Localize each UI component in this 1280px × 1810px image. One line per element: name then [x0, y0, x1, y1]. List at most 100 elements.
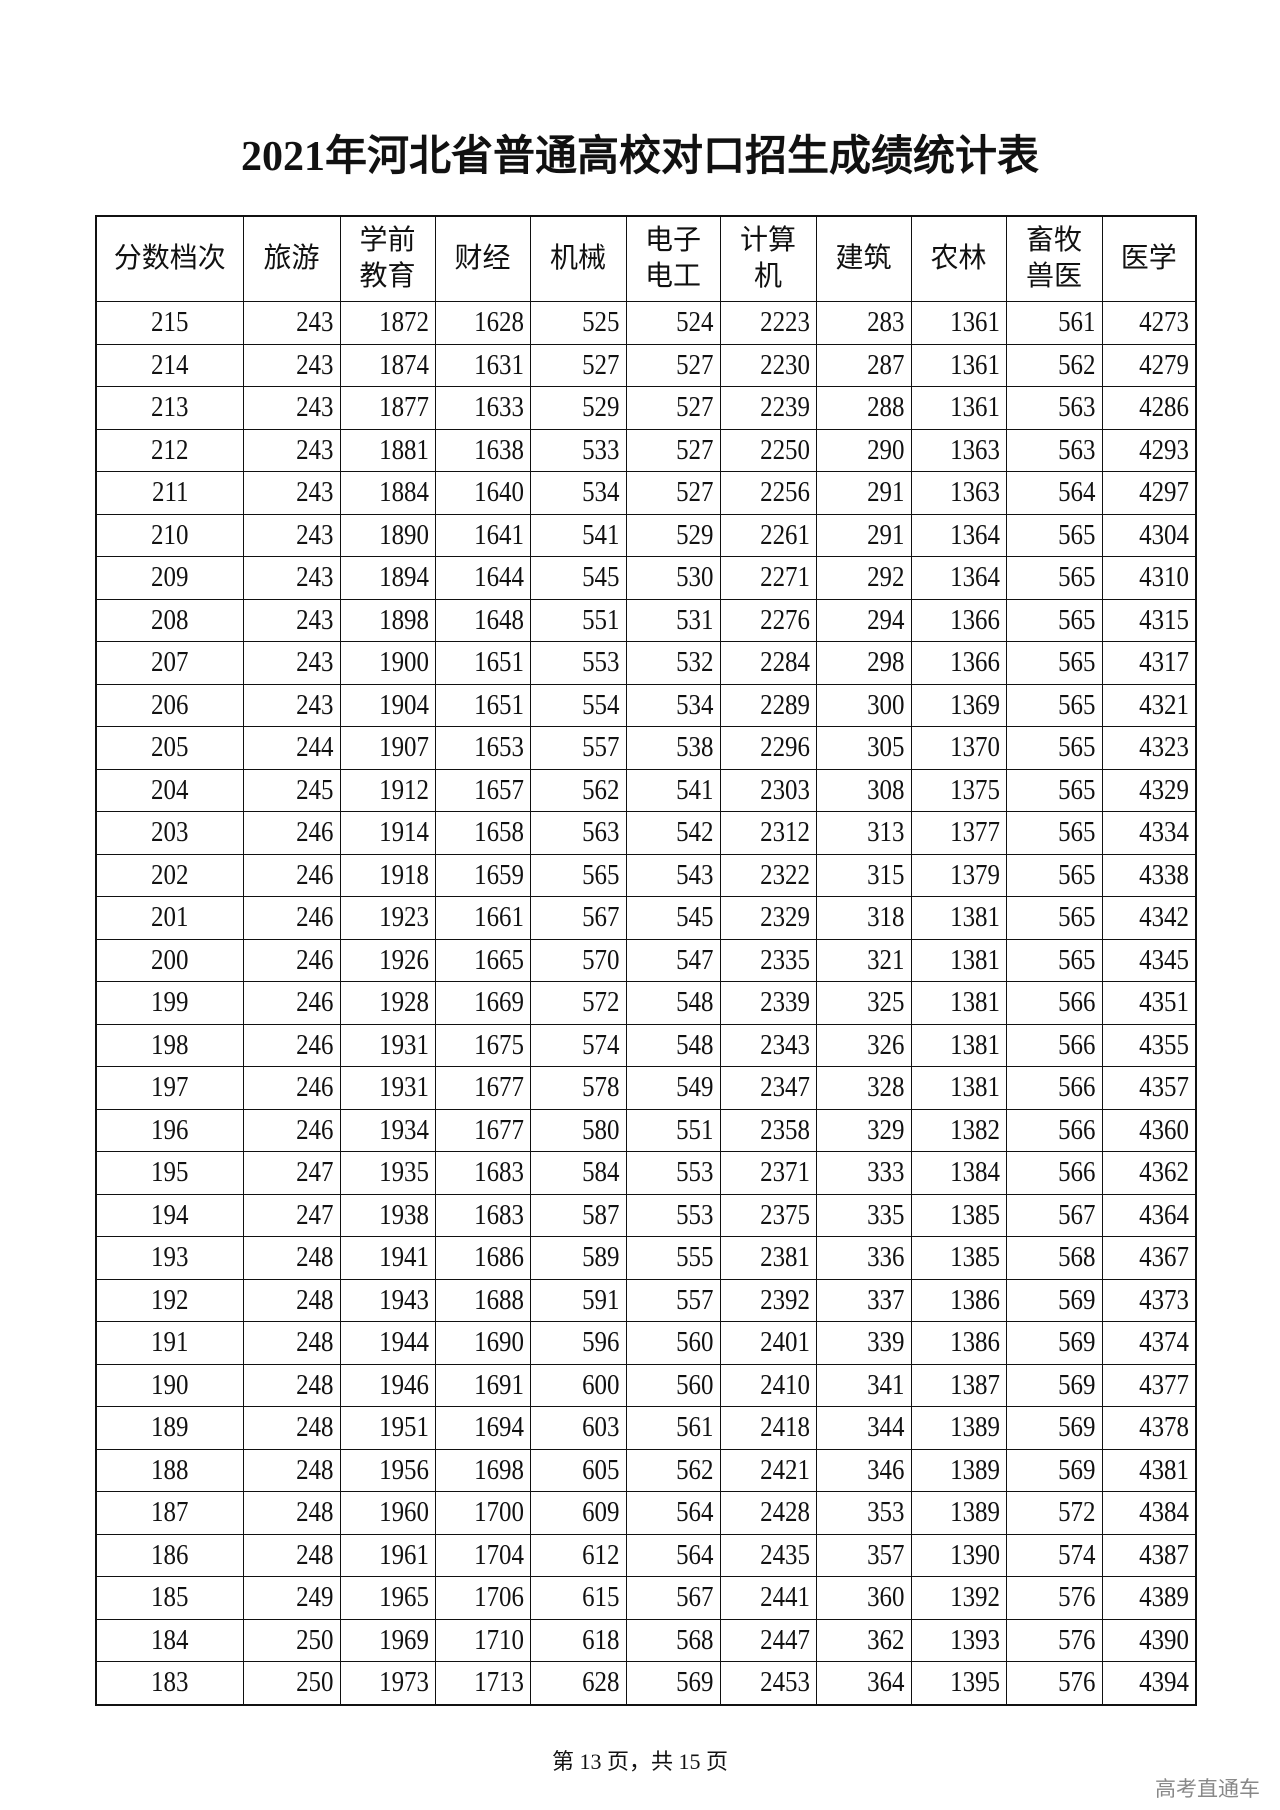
rank-cell: 553 [625, 1151, 721, 1195]
cell-value: 572 [1058, 1496, 1096, 1529]
rank-cell: 290 [815, 428, 912, 472]
cell-value: 565 [1058, 816, 1096, 849]
rank-cell: 1379 [910, 853, 1007, 897]
rank-cell: 545 [625, 896, 721, 940]
rank-cell: 246 [242, 811, 341, 855]
cell-value: 1710 [473, 1623, 524, 1656]
rank-cell: 291 [815, 513, 912, 557]
rank-cell: 1907 [339, 726, 436, 770]
cell-value: 245 [296, 773, 334, 806]
rank-cell: 4381 [1101, 1448, 1197, 1492]
table-row: 211 243 1884 1640 534 527 2256 291 1363 564 4297 [95, 471, 1197, 515]
cell-value: 4338 [1139, 858, 1189, 891]
rank-cell: 527 [625, 471, 721, 515]
cell-value: 4351 [1139, 986, 1189, 1019]
table-row: 213 243 1877 1633 529 527 2239 288 1361 563 4286 [95, 386, 1197, 430]
cell-value: 4355 [1139, 1028, 1189, 1061]
cell-value: 567 [582, 901, 620, 934]
rank-cell: 246 [242, 1023, 341, 1067]
table-row: 194 247 1938 1683 587 553 2375 335 1385 567 4364 [95, 1193, 1197, 1237]
cell-value: 1683 [473, 1198, 524, 1231]
cell-value: 1381 [949, 901, 1000, 934]
table-row: 185 249 1965 1706 615 567 2441 360 1392 576 4389 [95, 1576, 1197, 1620]
cell-value: 628 [582, 1666, 620, 1699]
rank-cell: 243 [242, 301, 341, 345]
rank-cell: 1894 [339, 556, 436, 600]
cell-value: 248 [296, 1368, 334, 1401]
rank-cell: 1389 [910, 1491, 1007, 1535]
cell-value: 186 [151, 1538, 189, 1571]
rank-cell: 569 [1005, 1448, 1103, 1492]
table-row: 189 248 1951 1694 603 561 2418 344 1389 569 4378 [95, 1406, 1197, 1450]
rank-cell: 1872 [339, 301, 436, 345]
cell-value: 2256 [759, 476, 810, 509]
cell-value: 243 [296, 688, 334, 721]
score-cell: 194 [95, 1193, 244, 1237]
cell-value: 1931 [378, 1071, 429, 1104]
cell-value: 2375 [759, 1198, 810, 1231]
cell-value: 246 [296, 901, 334, 934]
cell-value: 1677 [473, 1113, 524, 1146]
rank-cell: 1389 [910, 1448, 1007, 1492]
rank-cell: 247 [242, 1151, 341, 1195]
rank-cell: 1381 [910, 981, 1007, 1025]
rank-cell: 364 [815, 1661, 912, 1705]
rank-cell: 243 [242, 428, 341, 472]
cell-value: 4378 [1139, 1411, 1189, 1444]
rank-cell: 4362 [1101, 1151, 1197, 1195]
rank-cell: 628 [529, 1661, 627, 1705]
cell-value: 2441 [759, 1581, 810, 1614]
cell-value: 1631 [473, 348, 524, 381]
rank-cell: 1361 [910, 386, 1007, 430]
rank-cell: 4351 [1101, 981, 1197, 1025]
cell-value: 247 [296, 1198, 334, 1231]
rank-cell: 1644 [434, 556, 531, 600]
cell-value: 1361 [949, 306, 1000, 339]
cell-value: 1641 [473, 518, 524, 551]
cell-value: 564 [676, 1538, 714, 1571]
rank-cell: 246 [242, 896, 341, 940]
cell-value: 1661 [473, 901, 524, 934]
cell-value: 243 [296, 306, 334, 339]
cell-value: 565 [1058, 773, 1096, 806]
cell-value: 2428 [759, 1496, 810, 1529]
score-cell: 211 [95, 471, 244, 515]
rank-cell: 1364 [910, 556, 1007, 600]
rank-cell: 2289 [719, 683, 817, 727]
table-body: 215 243 1872 1628 525 524 2223 283 1361 561 4273 21… [95, 301, 1197, 1705]
cell-value: 553 [676, 1198, 714, 1231]
cell-value: 1956 [378, 1453, 429, 1486]
table-row: 200 246 1926 1665 570 547 2335 321 1381 565 4345 [95, 938, 1197, 982]
rank-cell: 1931 [339, 1023, 436, 1067]
rank-cell: 4377 [1101, 1363, 1197, 1407]
rank-cell: 1941 [339, 1236, 436, 1280]
cell-value: 561 [1058, 306, 1096, 339]
cell-value: 213 [151, 391, 189, 424]
rank-cell: 2343 [719, 1023, 817, 1067]
cell-value: 2284 [759, 646, 810, 679]
rank-cell: 248 [242, 1236, 341, 1280]
rank-cell: 243 [242, 556, 341, 600]
cell-value: 589 [582, 1241, 620, 1274]
score-cell: 199 [95, 981, 244, 1025]
cell-value: 1675 [473, 1028, 524, 1061]
rank-cell: 1387 [910, 1363, 1007, 1407]
cell-value: 1877 [378, 391, 429, 424]
rank-cell: 527 [625, 428, 721, 472]
cell-value: 1912 [378, 773, 429, 806]
cell-value: 566 [1058, 1113, 1096, 1146]
cell-value: 527 [582, 348, 620, 381]
cell-value: 4384 [1139, 1496, 1189, 1529]
cell-value: 4360 [1139, 1113, 1189, 1146]
rank-cell: 287 [815, 343, 912, 387]
rank-cell: 565 [1005, 641, 1103, 685]
table-row: 184 250 1969 1710 618 568 2447 362 1393 576 4390 [95, 1618, 1197, 1662]
cell-value: 248 [296, 1538, 334, 1571]
rank-cell: 1694 [434, 1406, 531, 1450]
cell-value: 1704 [473, 1538, 524, 1571]
cell-value: 210 [151, 518, 189, 551]
cell-value: 1669 [473, 986, 524, 1019]
rank-cell: 1686 [434, 1236, 531, 1280]
cell-value: 2421 [759, 1453, 810, 1486]
rank-cell: 250 [242, 1661, 341, 1705]
